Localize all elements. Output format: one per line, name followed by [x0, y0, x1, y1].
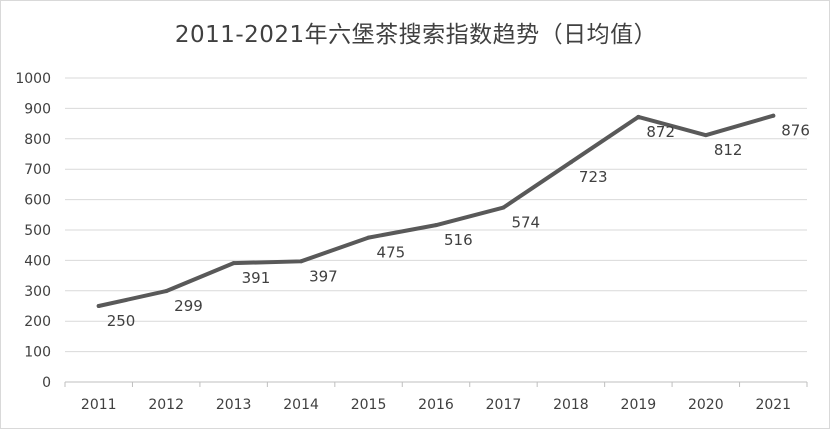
data-point: [703, 133, 708, 138]
data-point: [164, 289, 169, 294]
x-tick-label: 2013: [216, 397, 252, 413]
y-tick-label: 300: [24, 284, 51, 300]
series-line: [96, 113, 776, 308]
data-label: 475: [377, 244, 406, 262]
data-point: [636, 114, 641, 119]
y-tick-label: 700: [24, 162, 51, 178]
x-tick-label: 2014: [283, 397, 319, 413]
data-point: [434, 223, 438, 228]
data-point: [568, 160, 573, 165]
data-label: 723: [579, 168, 608, 186]
data-label: 574: [511, 214, 540, 232]
data-label: 397: [309, 267, 338, 285]
data-point: [96, 304, 101, 308]
y-tick-label: 0: [42, 375, 51, 391]
x-tick-label: 2019: [621, 397, 657, 413]
chart-title: 2011-2021年六堡茶搜索指数趋势（日均值）: [174, 22, 658, 48]
data-label: 299: [174, 297, 203, 315]
data-label: 876: [781, 122, 810, 140]
y-tick-label: 200: [24, 314, 51, 330]
x-tick-label: 2018: [553, 397, 589, 413]
y-tick-label: 100: [24, 345, 51, 361]
data-point: [231, 261, 236, 266]
data-label: 250: [107, 312, 136, 330]
data-label: 872: [646, 123, 675, 141]
data-point: [501, 205, 506, 210]
x-tick-label: 2020: [688, 397, 724, 413]
y-tick-label: 1000: [15, 71, 51, 87]
data-point: [771, 113, 776, 118]
y-tick-label: 800: [24, 132, 51, 148]
data-label: 391: [242, 269, 271, 287]
data-point: [299, 259, 304, 264]
x-tick-label: 2016: [418, 397, 454, 413]
y-tick-label: 600: [24, 193, 51, 209]
y-tick-label: 500: [24, 223, 51, 239]
y-tick-label: 900: [24, 101, 51, 117]
data-point: [366, 235, 371, 240]
x-tick-label: 2021: [755, 397, 791, 413]
y-tick-label: 400: [24, 253, 51, 269]
data-label: 516: [444, 231, 473, 249]
data-label: 812: [714, 141, 743, 159]
x-tick-label: 2015: [351, 397, 387, 413]
x-tick-label: 2017: [486, 397, 522, 413]
x-tick-label: 2011: [81, 397, 117, 413]
x-tick-label: 2012: [148, 397, 184, 413]
